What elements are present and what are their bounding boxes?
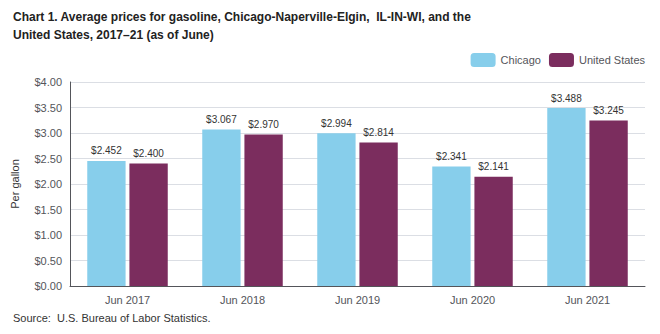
svg-text:$2.994: $2.994 <box>321 118 352 129</box>
svg-text:$3.00: $3.00 <box>34 127 62 139</box>
svg-text:$2.452: $2.452 <box>91 145 122 156</box>
svg-text:$2.50: $2.50 <box>34 153 62 165</box>
svg-text:$2.141: $2.141 <box>478 161 509 172</box>
svg-text:$2.00: $2.00 <box>34 178 62 190</box>
svg-text:Chart 1. Average prices for ga: Chart 1. Average prices for gasoline, Ch… <box>13 10 471 24</box>
svg-text:$3.50: $3.50 <box>34 102 62 114</box>
svg-text:$1.00: $1.00 <box>34 229 62 241</box>
svg-text:Jun 2021: Jun 2021 <box>565 294 610 306</box>
svg-text:$3.067: $3.067 <box>206 114 237 125</box>
svg-text:$1.50: $1.50 <box>34 204 62 216</box>
svg-text:Source: U.S. Bureau of Labor: Source: U.S. Bureau of Labor Statistics. <box>13 312 210 324</box>
svg-text:Jun 2019: Jun 2019 <box>335 294 380 306</box>
svg-text:Jun 2017: Jun 2017 <box>105 294 150 306</box>
svg-text:$3.245: $3.245 <box>593 105 624 116</box>
svg-text:$3.488: $3.488 <box>551 93 582 104</box>
svg-text:$0.50: $0.50 <box>34 255 62 267</box>
svg-text:Per gallon: Per gallon <box>9 159 21 209</box>
svg-text:Jun 2020: Jun 2020 <box>450 294 495 306</box>
svg-text:$2.814: $2.814 <box>363 127 394 138</box>
svg-text:$2.970: $2.970 <box>248 119 279 130</box>
svg-text:Chicago: Chicago <box>501 54 541 66</box>
svg-text:United States: United States <box>579 54 646 66</box>
svg-text:Jun 2018: Jun 2018 <box>220 294 265 306</box>
svg-text:United States, 2017–21 (as of: United States, 2017–21 (as of June) <box>13 28 214 42</box>
svg-text:$2.400: $2.400 <box>133 148 164 159</box>
svg-text:$0.00: $0.00 <box>34 280 62 292</box>
svg-text:$2.341: $2.341 <box>436 151 467 162</box>
svg-text:$4.00: $4.00 <box>34 76 62 88</box>
